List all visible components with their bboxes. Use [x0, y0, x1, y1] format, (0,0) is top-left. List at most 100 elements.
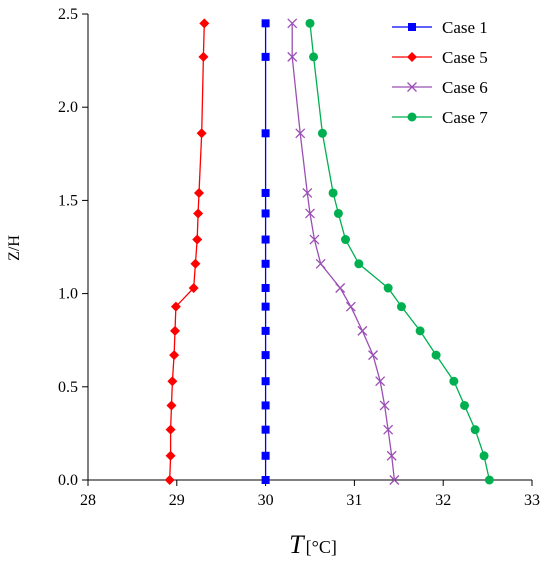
- legend-item: Case 6: [392, 78, 488, 97]
- data-point: [261, 209, 270, 218]
- x-axis-title-unit: [°C]: [306, 537, 337, 557]
- y-axis-title: Z/H: [6, 235, 23, 261]
- data-point: [287, 51, 298, 62]
- legend-item: Case 7: [392, 108, 488, 127]
- data-point: [190, 258, 201, 269]
- series-case-5: [164, 18, 210, 485]
- data-point: [368, 350, 379, 361]
- data-point: [169, 350, 180, 361]
- data-point: [333, 208, 343, 218]
- axes: 28 29 30 31 32 33 0.0 0.5 1.0 1.5 2.0 2.5: [58, 6, 540, 509]
- x-axis-title: T [°C]: [289, 530, 337, 559]
- data-point: [309, 52, 319, 62]
- data-point: [165, 424, 176, 435]
- data-point: [261, 188, 270, 197]
- data-point: [479, 451, 489, 461]
- data-point: [261, 326, 270, 335]
- data-point: [164, 475, 175, 485]
- x-tick-label: 32: [435, 492, 451, 509]
- legend-label: Case 7: [442, 108, 488, 127]
- legend-label: Case 5: [442, 48, 488, 67]
- series-line: [291, 23, 396, 481]
- data-point: [309, 234, 320, 245]
- data-point: [261, 302, 270, 311]
- data-point: [287, 18, 298, 29]
- data-point: [357, 325, 368, 336]
- data-point: [167, 376, 178, 387]
- legend-marker: [407, 112, 417, 122]
- y-tick-label: 2.0: [58, 99, 78, 116]
- data-point: [192, 234, 203, 245]
- data-point: [383, 283, 393, 293]
- data-point: [196, 128, 207, 139]
- data-point: [261, 476, 270, 484]
- x-tick-label: 28: [80, 492, 96, 509]
- data-point: [295, 128, 306, 139]
- series-line: [309, 23, 491, 481]
- legend-marker: [407, 52, 417, 62]
- data-point: [375, 376, 386, 387]
- data-point: [261, 129, 270, 138]
- x-tick-label: 30: [258, 492, 274, 509]
- data-point: [354, 259, 364, 269]
- series-case-6: [287, 18, 400, 485]
- data-point: [302, 187, 313, 198]
- legend-label: Case 6: [442, 78, 488, 97]
- data-point: [261, 52, 270, 61]
- data-point: [194, 187, 204, 198]
- data-point: [315, 258, 326, 269]
- legend-label: Case 1: [442, 18, 488, 37]
- data-point: [170, 325, 181, 336]
- legend-item: Case 5: [392, 48, 488, 67]
- y-tick-label: 2.5: [58, 6, 78, 23]
- y-tick-label: 0.5: [58, 379, 78, 396]
- data-point: [389, 475, 400, 485]
- data-point: [261, 425, 270, 434]
- y-tick-label: 1.5: [58, 192, 78, 209]
- data-point: [415, 326, 425, 336]
- y-tick-label: 0.0: [58, 472, 78, 489]
- data-point: [261, 284, 270, 293]
- data-point: [460, 400, 470, 410]
- legend-item: Case 1: [392, 18, 488, 37]
- data-point: [386, 450, 397, 461]
- data-point: [449, 376, 459, 386]
- data-point: [193, 208, 204, 219]
- data-point: [261, 377, 270, 386]
- data-point: [261, 235, 270, 244]
- data-point: [305, 208, 315, 219]
- data-point: [305, 18, 315, 28]
- legend-marker: [408, 23, 416, 31]
- legend: Case 1 Case 5 Case 6 Case 7: [392, 18, 488, 127]
- data-point: [484, 475, 494, 485]
- data-point: [470, 425, 480, 435]
- data-point: [261, 451, 270, 460]
- data-point: [396, 302, 406, 312]
- series-case-7: [305, 18, 494, 485]
- x-axis-title-symbol: T: [289, 530, 305, 559]
- y-tick-label: 1.0: [58, 286, 78, 303]
- data-point: [261, 259, 270, 268]
- data-point: [188, 283, 199, 294]
- data-point: [166, 400, 177, 411]
- data-point: [261, 351, 270, 360]
- series-case-1: [261, 19, 270, 484]
- data-point: [345, 301, 356, 312]
- data-point: [431, 350, 441, 360]
- data-point: [165, 450, 176, 461]
- data-point: [335, 283, 346, 293]
- data-point: [170, 301, 181, 312]
- data-point: [379, 400, 390, 411]
- x-tick-label: 33: [524, 492, 540, 509]
- data-point: [383, 424, 394, 435]
- data-point: [261, 401, 270, 410]
- data-point: [328, 188, 338, 198]
- x-tick-label: 31: [346, 492, 362, 509]
- series-line: [169, 23, 205, 481]
- data-point: [317, 128, 327, 138]
- x-tick-label: 29: [169, 492, 185, 509]
- data-point: [341, 235, 351, 245]
- series-layer: [164, 18, 494, 485]
